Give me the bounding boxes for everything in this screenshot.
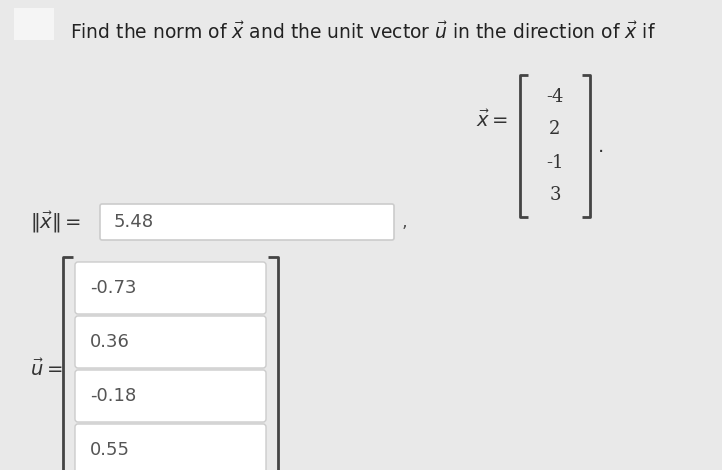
Text: -0.73: -0.73 — [90, 279, 136, 297]
Text: $\vec{u} =$: $\vec{u} =$ — [30, 359, 63, 380]
Text: $\|\vec{x}\| =$: $\|\vec{x}\| =$ — [30, 209, 81, 235]
Text: 0.55: 0.55 — [90, 441, 130, 459]
Text: 3: 3 — [549, 187, 561, 204]
Text: Find the norm of $\vec{x}$ and the unit vector $\vec{u}$ in the direction of $\v: Find the norm of $\vec{x}$ and the unit … — [70, 22, 656, 43]
Text: 0.36: 0.36 — [90, 333, 130, 351]
Text: -1: -1 — [547, 154, 564, 172]
FancyBboxPatch shape — [14, 8, 54, 40]
Text: .: . — [598, 136, 604, 156]
FancyBboxPatch shape — [75, 316, 266, 368]
FancyBboxPatch shape — [75, 370, 266, 422]
Text: -4: -4 — [547, 87, 564, 105]
Text: 5.48: 5.48 — [114, 213, 154, 231]
Text: ,: , — [402, 213, 408, 231]
FancyBboxPatch shape — [75, 424, 266, 470]
FancyBboxPatch shape — [75, 262, 266, 314]
Text: $\vec{x} =$: $\vec{x} =$ — [476, 110, 508, 131]
Text: -0.18: -0.18 — [90, 387, 136, 405]
Text: 2: 2 — [549, 120, 561, 139]
FancyBboxPatch shape — [100, 204, 394, 240]
